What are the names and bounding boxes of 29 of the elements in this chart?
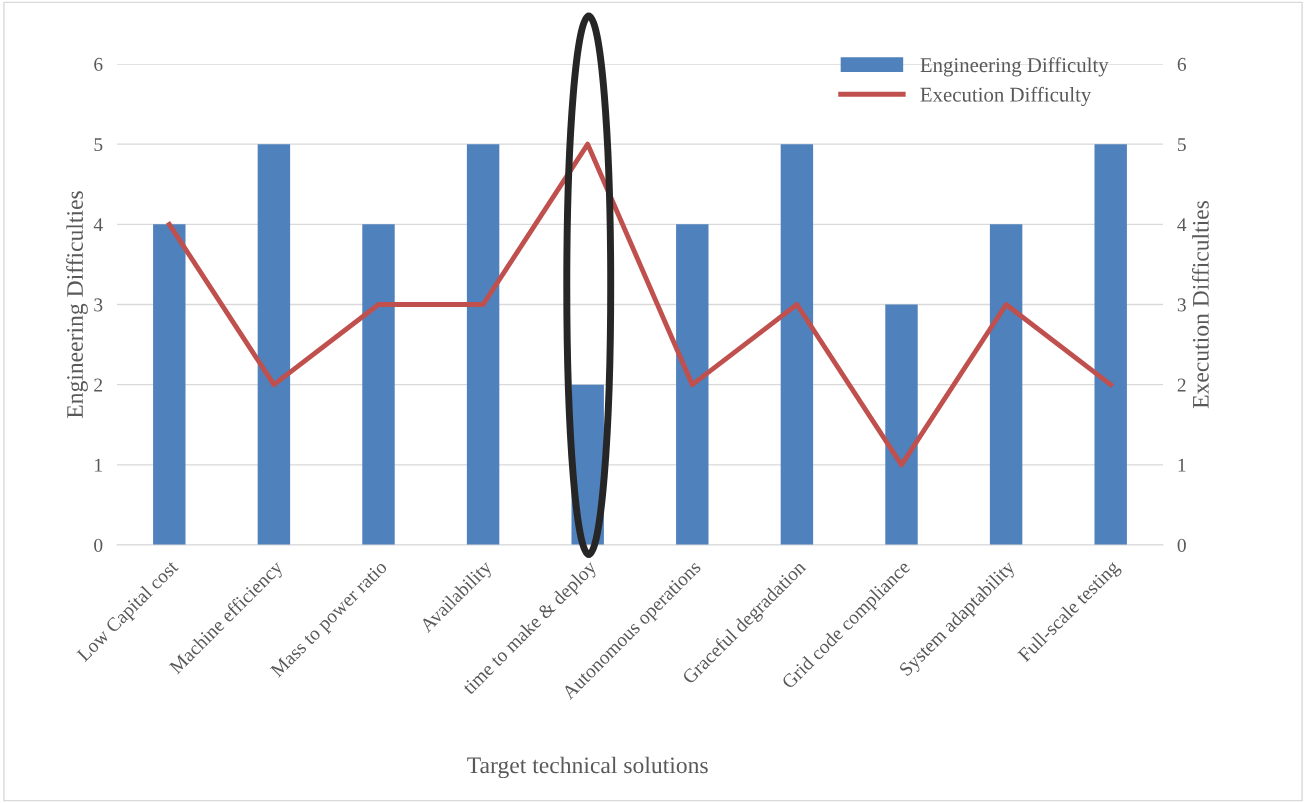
y-tick-label: 2 — [94, 378, 103, 392]
bar — [676, 224, 709, 545]
bar — [153, 224, 186, 545]
bar — [1094, 144, 1127, 545]
y2-tick-label: 4 — [1177, 218, 1187, 232]
y-tick-label: 6 — [94, 57, 103, 71]
y2-tick-label: 1 — [1178, 458, 1186, 472]
y-tick-label: 4 — [93, 218, 103, 232]
y-tick-label: 5 — [94, 138, 103, 152]
y-tick-label: 0 — [94, 538, 103, 552]
y-tick-label: 3 — [94, 298, 103, 312]
y2-tick-label: 5 — [1178, 138, 1186, 152]
y2-axis-title: Execution Difficulties — [1191, 200, 1209, 409]
bar — [885, 304, 918, 545]
y-tick-label: 1 — [95, 458, 102, 472]
bar — [780, 144, 814, 545]
legend-label: Engineering Difficulty — [920, 57, 1109, 77]
y2-tick-label: 0 — [1177, 538, 1186, 552]
y2-tick-label: 3 — [1177, 298, 1186, 312]
bar — [362, 224, 395, 545]
y2-tick-label: 2 — [1177, 378, 1186, 392]
bar — [989, 224, 1023, 545]
legend-label: Execution Difficulty — [920, 86, 1092, 106]
line-series — [166, 141, 1114, 468]
y2-tick-label: 6 — [1177, 57, 1187, 71]
bar — [466, 144, 500, 545]
bar — [257, 144, 291, 545]
x-axis-title: Target technical solutions — [467, 756, 708, 779]
y-axis-title: Engineering Difficulties — [66, 191, 88, 419]
